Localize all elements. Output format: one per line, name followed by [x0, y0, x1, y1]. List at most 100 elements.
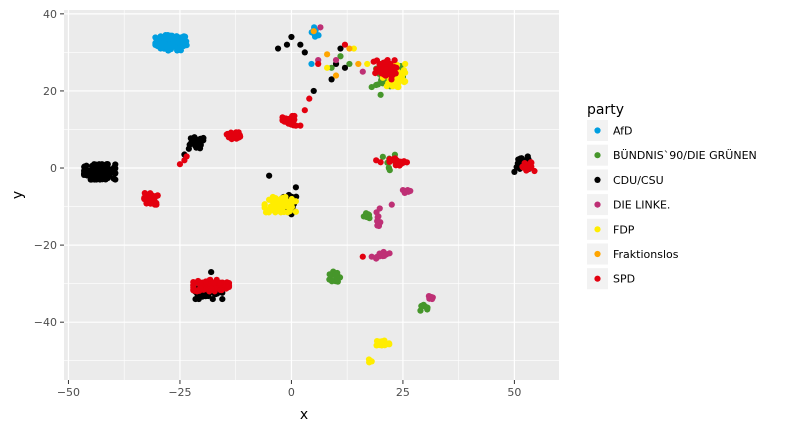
point-spd: [395, 160, 402, 167]
legend-label-fraktionslos: Fraktionslos: [613, 248, 679, 261]
point-afd: [175, 34, 182, 41]
point-fdp: [292, 208, 299, 215]
legend-marker-fdp: [594, 226, 601, 233]
point-spd: [341, 41, 349, 48]
y-axis-ticks: −40 −20 0 20 40: [34, 8, 64, 329]
point-fdp: [279, 202, 286, 210]
point-fdp: [373, 338, 381, 345]
legend-marker-cdu-csu: [594, 176, 601, 183]
point-spd: [306, 95, 313, 102]
point-spd: [526, 163, 533, 171]
point-b-ndnis-90-die-gr-nen: [336, 274, 344, 281]
point-afd: [183, 42, 190, 49]
point-fdp: [284, 209, 291, 216]
point-b-ndnis-90-die-gr-nen: [368, 83, 375, 91]
point-cdu-csu: [104, 161, 111, 168]
point-cdu-csu: [513, 163, 520, 171]
x-axis-title: x: [300, 407, 308, 423]
point-cdu-csu: [328, 76, 335, 83]
point-afd: [152, 34, 159, 41]
point-cdu-csu: [82, 169, 89, 177]
point-cdu-csu: [208, 268, 215, 276]
point-die-linke: [399, 186, 407, 194]
point-die-linke: [368, 253, 375, 260]
point-b-ndnis-90-die-gr-nen: [374, 81, 382, 88]
point-die-linke: [388, 201, 395, 208]
point-b-ndnis-90-die-gr-nen: [363, 213, 370, 221]
y-tick-label: 20: [43, 85, 57, 98]
point-spd: [153, 199, 160, 207]
point-afd: [158, 40, 165, 47]
point-fdp: [282, 197, 289, 205]
point-cdu-csu: [219, 295, 226, 303]
legend-marker-spd: [594, 275, 601, 282]
point-cdu-csu: [310, 87, 317, 95]
point-cdu-csu: [110, 168, 117, 175]
point-cdu-csu: [88, 176, 95, 183]
point-spd: [377, 65, 384, 73]
point-spd: [403, 159, 411, 166]
point-spd: [210, 279, 217, 286]
point-spd: [531, 167, 538, 175]
point-spd: [197, 285, 204, 292]
legend-label-die-linke: DIE LINKE.: [613, 199, 670, 212]
point-cdu-csu: [517, 155, 524, 162]
point-fdp: [269, 206, 277, 213]
point-b-ndnis-90-die-gr-nen: [377, 91, 384, 98]
point-spd: [382, 58, 390, 65]
point-fdp: [364, 60, 371, 68]
point-fdp: [272, 195, 279, 202]
point-cdu-csu: [81, 163, 88, 170]
legend-label-afd: AfD: [613, 125, 632, 138]
point-fdp: [379, 339, 386, 346]
point-spd: [148, 194, 156, 202]
point-fraktionslos: [310, 28, 317, 35]
legend-label-spd: SPD: [613, 273, 635, 286]
point-spd: [392, 155, 399, 162]
point-b-ndnis-90-die-gr-nen: [418, 302, 425, 310]
point-cdu-csu: [185, 145, 192, 152]
point-b-ndnis-90-die-gr-nen: [326, 271, 333, 278]
point-spd: [196, 279, 204, 287]
x-tick-label: 0: [288, 386, 295, 399]
point-spd: [233, 130, 240, 137]
point-cdu-csu: [104, 174, 111, 182]
point-die-linke: [379, 253, 387, 260]
point-spd: [281, 118, 288, 125]
point-cdu-csu: [297, 41, 304, 48]
point-cdu-csu: [99, 176, 106, 183]
point-fdp: [277, 209, 284, 216]
point-spd: [315, 60, 322, 68]
point-die-linke: [373, 209, 380, 216]
point-cdu-csu: [97, 170, 104, 177]
point-spd: [382, 66, 389, 73]
point-spd: [297, 122, 304, 129]
legend-label-fdp: FDP: [613, 223, 635, 236]
point-fraktionslos: [346, 45, 353, 52]
point-cdu-csu: [195, 141, 202, 148]
point-b-ndnis-90-die-gr-nen: [417, 307, 424, 314]
legend-title: party: [587, 102, 624, 118]
y-tick-label: 40: [43, 8, 57, 21]
point-b-ndnis-90-die-gr-nen: [328, 64, 335, 71]
point-afd: [164, 44, 171, 52]
point-fdp: [368, 358, 375, 365]
point-cdu-csu: [341, 64, 349, 71]
point-afd: [308, 60, 315, 68]
legend-marker-b-ndnis-90-die-gr-nen: [594, 152, 601, 159]
point-die-linke: [425, 292, 433, 300]
x-tick-label: 25: [396, 386, 410, 399]
legend-marker-afd: [594, 127, 601, 134]
x-tick-label: 50: [507, 386, 521, 399]
point-spd: [183, 153, 190, 160]
legend: party AfD BÜNDNIS`90/DIE GRÜNEN CDU/CSU DIE…: [587, 102, 757, 290]
point-fraktionslos: [324, 51, 331, 58]
x-tick-label: −50: [57, 386, 80, 399]
point-cdu-csu: [337, 45, 344, 52]
y-axis-title: y: [10, 191, 26, 199]
point-die-linke: [359, 68, 366, 75]
point-fdp: [261, 201, 268, 208]
point-spd: [202, 278, 209, 285]
point-cdu-csu: [283, 41, 291, 48]
point-fdp: [350, 45, 357, 52]
